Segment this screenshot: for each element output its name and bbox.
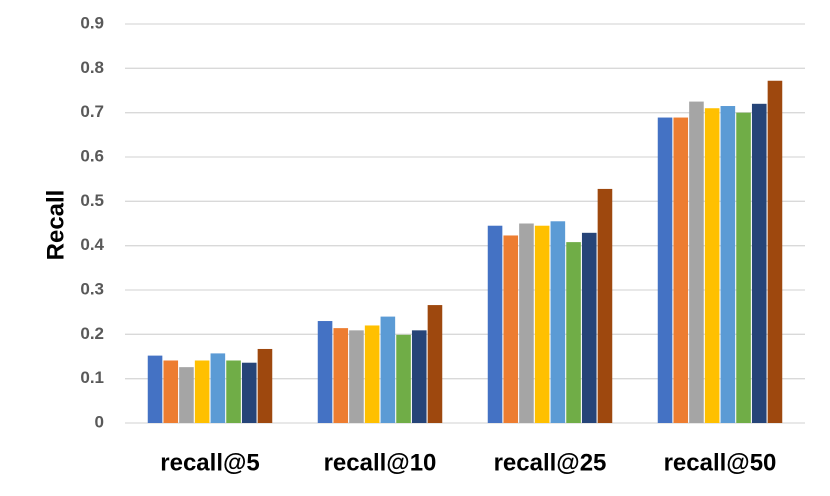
x-category-label: recall@25 <box>494 449 607 476</box>
y-tick-label: 0.1 <box>80 368 104 387</box>
bar-recall@50-series-7 <box>751 103 767 424</box>
bar-recall@25-series-1 <box>487 225 503 423</box>
y-tick-label: 0.7 <box>80 102 104 121</box>
x-category-label: recall@10 <box>324 449 437 476</box>
y-axis-ticks: 0 0.1 0.2 0.3 0.4 0.5 0.6 0.7 0.8 0.9 <box>80 13 104 431</box>
bar-recall@5-series-1 <box>147 355 163 423</box>
x-category-label: recall@50 <box>664 449 777 476</box>
bar-recall@25-series-8 <box>597 188 613 423</box>
bar-recall@25-series-2 <box>503 235 519 423</box>
y-tick-label: 0.5 <box>80 191 104 210</box>
bar-recall@25-series-3 <box>519 223 534 423</box>
y-axis-label: Recall <box>42 190 69 261</box>
bars <box>147 80 783 424</box>
bar-recall@10-series-6 <box>396 334 411 423</box>
bar-recall@50-series-2 <box>673 117 689 423</box>
y-tick-label: 0.9 <box>80 13 104 32</box>
bar-recall@10-series-4 <box>364 325 380 423</box>
bar-recall@50-series-8 <box>767 80 783 423</box>
bar-recall@5-series-8 <box>257 348 273 423</box>
bar-recall@25-series-7 <box>581 232 597 423</box>
bar-recall@50-series-1 <box>657 117 673 423</box>
bar-recall@10-series-3 <box>349 330 364 423</box>
bar-recall@25-series-6 <box>566 242 581 423</box>
bar-recall@5-series-6 <box>226 360 241 423</box>
bar-recall@10-series-8 <box>427 305 443 423</box>
y-tick-label: 0.2 <box>80 324 104 343</box>
y-tick-label: 0.6 <box>80 146 104 165</box>
y-tick-label: 0.4 <box>80 235 104 254</box>
bar-recall@10-series-1 <box>317 321 333 423</box>
x-category-label: recall@5 <box>160 449 259 476</box>
bar-recall@5-series-3 <box>179 367 194 423</box>
bar-recall@10-series-2 <box>333 328 349 423</box>
bar-recall@25-series-4 <box>534 225 550 423</box>
bar-recall@5-series-2 <box>163 360 179 423</box>
bar-recall@50-series-6 <box>736 112 751 424</box>
bar-recall@5-series-7 <box>241 362 257 423</box>
bar-recall@10-series-7 <box>411 330 427 423</box>
y-tick-label: 0 <box>95 412 104 431</box>
bar-recall@10-series-5 <box>380 316 396 423</box>
bar-recall@50-series-5 <box>720 106 736 424</box>
bar-recall@5-series-5 <box>210 353 226 423</box>
y-tick-label: 0.8 <box>80 58 104 77</box>
bar-recall@25-series-5 <box>550 221 566 423</box>
x-axis-categories: recall@5 recall@10 recall@25 recall@50 <box>160 449 776 476</box>
bar-recall@5-series-4 <box>194 360 210 423</box>
y-tick-label: 0.3 <box>80 279 104 298</box>
bar-recall@50-series-3 <box>689 101 704 423</box>
bar-recall@50-series-4 <box>704 108 720 423</box>
